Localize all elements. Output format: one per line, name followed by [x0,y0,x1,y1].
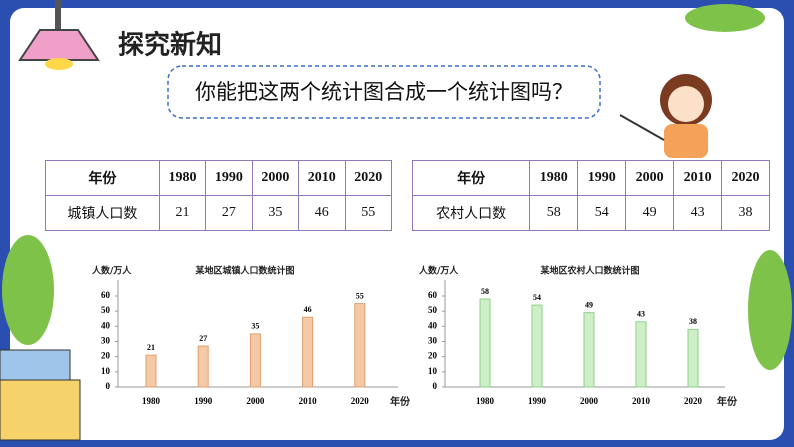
y-tick-label: 0 [433,381,438,391]
table-cell: 2000 [625,160,675,196]
x-tick-label: 2020 [351,396,370,406]
y-tick-label: 50 [428,305,438,315]
chart-title: 某地区农村人口数统计图 [540,265,639,277]
y-tick-label: 10 [101,366,111,376]
y-tick-label: 0 [106,381,111,391]
data-label: 55 [356,291,364,300]
table-cell: 1980 [529,160,579,196]
bar [302,316,314,388]
y-tick-label: 30 [428,336,438,346]
chart-title: 某地区城镇人口数统计图 [195,265,294,277]
urban-table: 年份 1980 1990 2000 2010 2020 城镇人口数 21 27 35 46 55 [45,160,393,231]
y-tick-label: 20 [101,351,111,361]
y-tick-label: 40 [428,320,438,330]
table-cell: 2020 [721,160,770,196]
x-tick-label: 2000 [246,396,265,406]
x-tick-label: 2020 [684,396,703,406]
lamp-cord [55,0,61,30]
table-cell: 2010 [673,160,723,196]
x-axis-label: 年份 [390,395,411,408]
lamp-bulb [45,58,73,70]
table-cell: 农村人口数 [411,195,531,231]
teacher-body [664,124,708,158]
table-row: 年份 1980 1990 2000 2010 2020 [411,160,770,196]
x-tick-label: 1990 [528,396,547,406]
x-tick-label: 2010 [632,396,651,406]
data-label: 35 [251,322,259,331]
data-label: 54 [533,293,541,302]
table-cell: 2010 [298,160,346,196]
x-tick-label: 2010 [299,396,318,406]
data-label: 49 [585,301,593,310]
y-tick-label: 20 [428,351,438,361]
question: 你能把这两个统计图合成一个统计图吗？ [195,80,573,104]
table-cell: 58 [529,195,579,231]
table-cell: 2020 [344,160,393,196]
data-label: 27 [199,334,207,343]
y-axis-label: 人数/万人 [418,265,459,277]
table-cell: 49 [625,195,675,231]
table-cell: 55 [344,195,393,231]
table-cell: 54 [577,195,627,231]
x-axis-label: 年份 [717,395,738,408]
y-axis-label: 人数/万人 [91,265,132,277]
rural-table: 年份 1980 1990 2000 2010 2020 农村人口数 58 54 49 43 38 [411,160,770,231]
y-tick-label: 10 [428,366,438,376]
table-cell: 43 [673,195,723,231]
teacher-face [668,86,704,122]
x-tick-label: 2000 [580,396,599,406]
table-cell: 1990 [577,160,627,196]
x-tick-label: 1980 [142,396,161,406]
x-tick-label: 1980 [476,396,495,406]
data-label: 43 [637,310,645,319]
books [0,349,71,381]
table-cell: 2000 [251,160,300,196]
data-label: 21 [147,343,155,352]
speech-bubble [167,65,601,119]
bar [583,312,595,388]
y-tick-label: 50 [101,305,111,315]
table-row: 城镇人口数 21 27 35 46 55 [45,195,393,231]
leaves-top [685,4,765,32]
table-cell: 35 [251,195,300,231]
table-cell: 46 [298,195,346,231]
data-label: 58 [481,287,489,296]
y-tick-label: 40 [101,320,111,330]
table-cell: 年份 [45,160,160,196]
table-cell: 38 [721,195,770,231]
lamp-shade [18,29,100,61]
table-cell: 27 [205,195,253,231]
table-row: 年份 1980 1990 2000 2010 2020 [45,160,393,196]
bar [531,304,543,388]
data-label: 46 [304,305,312,314]
table-cell: 城镇人口数 [45,195,160,231]
data-label: 38 [689,317,697,326]
y-tick-label: 60 [428,290,438,300]
pointer [619,114,665,141]
y-tick-label: 60 [101,290,111,300]
table-cell: 1980 [158,160,207,196]
plant-right [748,250,792,370]
box [0,379,81,441]
table-cell: 年份 [411,160,531,196]
plant-left [2,235,54,345]
bar [145,354,157,388]
bar [479,298,491,388]
y-tick-label: 30 [101,336,111,346]
bar [197,345,209,388]
page-title: 探究新知 [118,30,222,61]
bar [687,328,699,388]
bar [354,303,366,388]
table-cell: 21 [158,195,207,231]
table-cell: 1990 [205,160,253,196]
table-row: 农村人口数 58 54 49 43 38 [411,195,770,231]
bar [249,333,261,388]
bar [635,321,647,388]
x-tick-label: 1990 [194,396,213,406]
